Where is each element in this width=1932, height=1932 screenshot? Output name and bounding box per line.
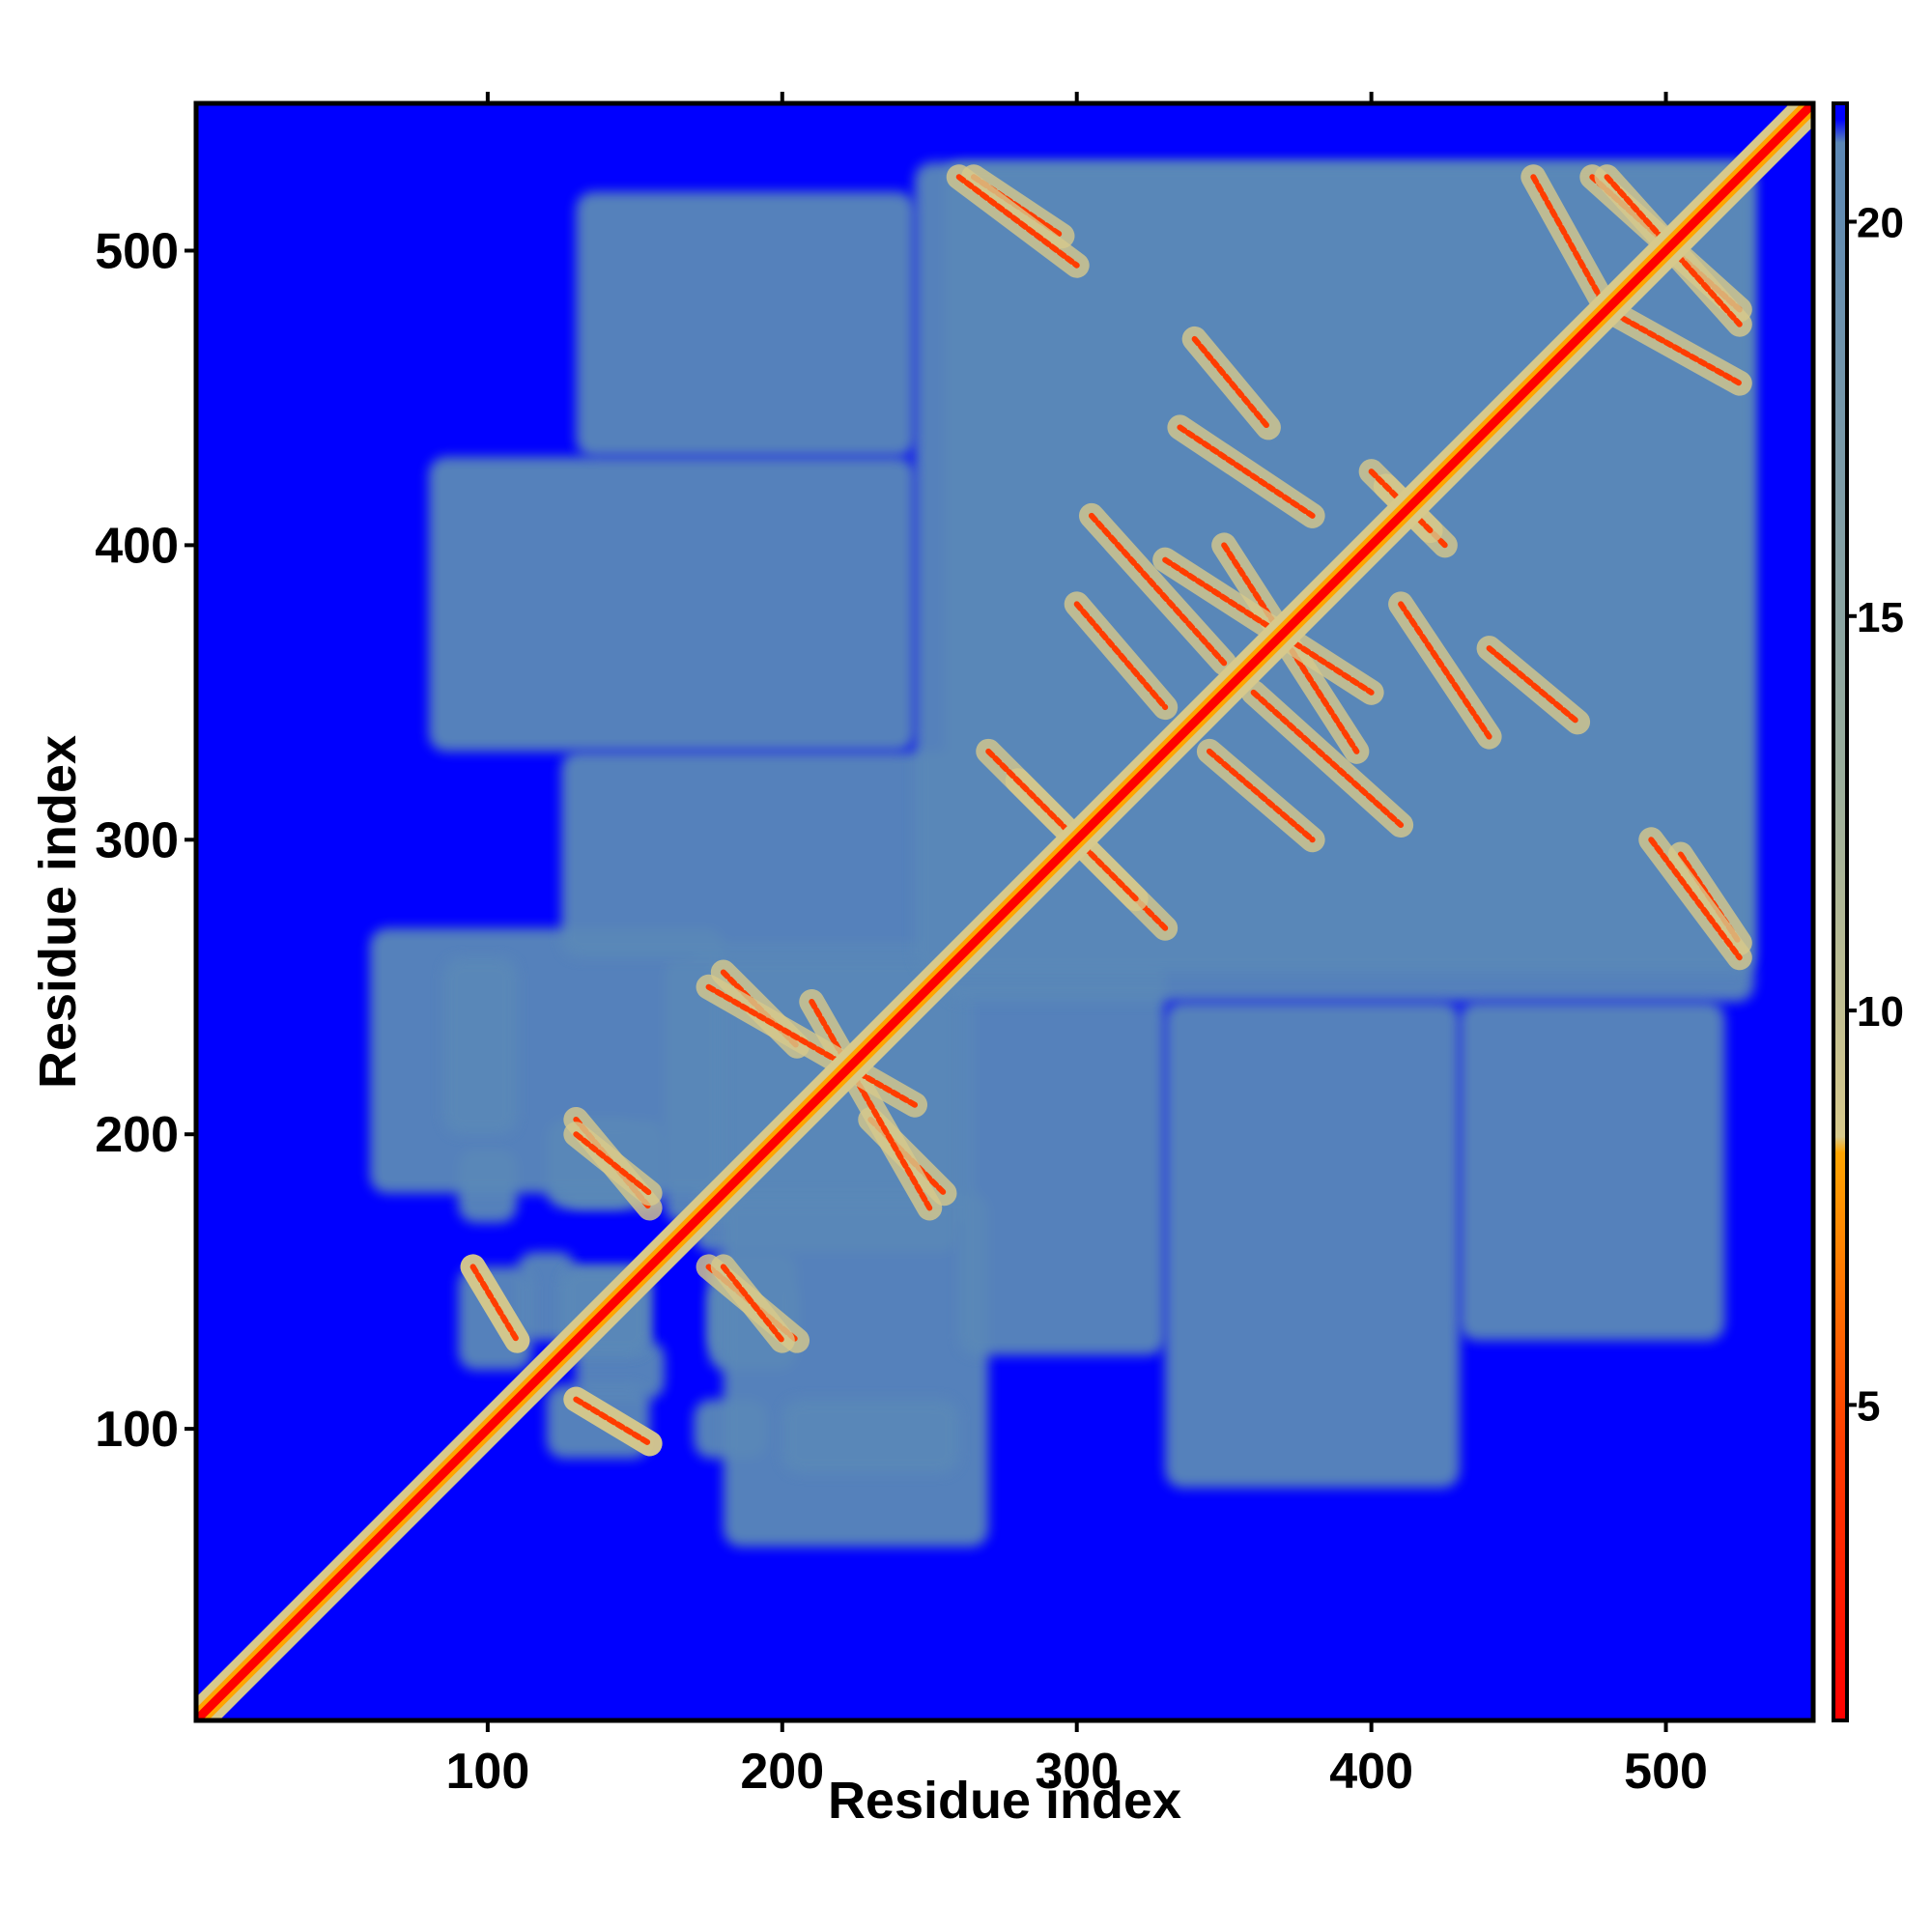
contact-patch-12-mirror: [576, 191, 915, 457]
colorbar-tick-label-5: 5: [1857, 1382, 1880, 1430]
colorbar-ticks: 5 10 15 20: [1847, 199, 1904, 1430]
streak-14: [573, 1131, 653, 1197]
colorbar-tick-label-20: 20: [1857, 199, 1904, 246]
y-tick-label-200: 200: [95, 1107, 179, 1163]
y-tick-label-100: 100: [95, 1402, 179, 1458]
streak-1-mirror: [1486, 645, 1581, 725]
plot-area: [193, 100, 1816, 1723]
streak-10-mirror: [955, 174, 1080, 269]
y-tick-label-500: 500: [95, 223, 179, 279]
streak-14-mirror: [720, 1264, 785, 1344]
contact-patch-8: [781, 1399, 959, 1473]
colorbar-tick-label-10: 10: [1857, 988, 1904, 1036]
x-tick-label-400: 400: [1329, 1744, 1413, 1800]
contact-patch-11: [1165, 1002, 1461, 1489]
y-axis-title: Residue index: [29, 735, 87, 1089]
x-tick-label-200: 200: [740, 1744, 824, 1800]
contact-patch-9: [561, 751, 959, 958]
streak-7: [1398, 601, 1492, 740]
contact-patch-12: [1460, 1002, 1725, 1341]
streak-3: [1073, 601, 1169, 711]
streak-13-mirror: [469, 1264, 521, 1344]
y-tick-label-400: 400: [95, 518, 179, 574]
streak-3-mirror: [1206, 748, 1316, 843]
heatmap-cells: [196, 103, 1813, 1720]
streak-5-mirror: [1088, 512, 1228, 667]
plot-frame: [193, 100, 1816, 1723]
streak-16-mirror: [705, 983, 918, 1108]
contact-patch-7-mirror: [369, 927, 724, 1194]
x-axis: 100 200 300 400 500: [445, 92, 1708, 1800]
diagonal-line: [196, 103, 1813, 1720]
contact-patch-8-mirror: [443, 957, 518, 1135]
streak-8: [1604, 306, 1743, 386]
streak-16: [809, 999, 933, 1211]
streak-7-mirror: [1177, 424, 1316, 519]
contact-patch-7: [723, 1193, 989, 1548]
colorbar: 5 10 15 20: [1832, 101, 1904, 1722]
streak-10: [1648, 837, 1743, 961]
streak-13: [573, 1396, 653, 1447]
streak-1: [1191, 335, 1271, 431]
contact-patch-11-mirror: [428, 456, 915, 752]
y-axis: 100 200 300 400 500: [95, 223, 196, 1458]
streak-8-mirror: [1530, 174, 1610, 313]
streak-5: [1250, 689, 1405, 829]
colorbar-tick-label-15: 15: [1857, 594, 1904, 641]
colorbar-ramp: [1832, 101, 1849, 1722]
contact-patch-9-mirror: [958, 957, 1166, 1355]
x-axis-title: Residue index: [828, 1772, 1181, 1830]
x-tick-label-300: 300: [1035, 1744, 1119, 1800]
y-tick-label-300: 300: [95, 812, 179, 868]
x-tick-label-500: 500: [1624, 1744, 1708, 1800]
streak-4-mirror: [985, 748, 1139, 902]
x-tick-label-100: 100: [445, 1744, 529, 1800]
